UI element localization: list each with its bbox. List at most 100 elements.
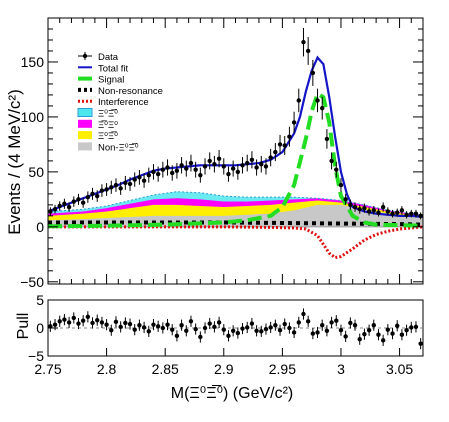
pull-point <box>315 326 320 339</box>
legend-item: Non-resonance <box>78 86 163 97</box>
data-point <box>99 184 105 197</box>
y-tick-label: 100 <box>21 109 45 125</box>
data-point <box>324 129 330 149</box>
pull-marker <box>198 334 203 340</box>
x-tick-label: 3 <box>337 361 345 377</box>
pull-marker <box>245 325 250 330</box>
pull-marker <box>109 328 114 333</box>
data-marker <box>95 193 100 199</box>
pull-marker <box>151 322 156 327</box>
data-marker <box>155 171 161 177</box>
data-marker <box>151 169 156 175</box>
pull-point <box>291 326 297 339</box>
pull-point <box>113 316 119 328</box>
legend-swatch <box>78 119 92 128</box>
data-point <box>268 148 273 167</box>
data-point <box>71 196 76 207</box>
pull-point <box>141 321 147 334</box>
data-marker <box>104 187 109 192</box>
data-point <box>80 197 86 208</box>
data-point <box>141 173 147 188</box>
data-marker <box>240 163 245 168</box>
pull-marker <box>188 319 194 324</box>
data-marker <box>320 105 325 111</box>
data-point <box>151 164 156 180</box>
pull-point <box>320 319 325 331</box>
pull-marker <box>76 321 81 326</box>
pull-marker <box>226 333 231 339</box>
pull-marker <box>179 323 184 328</box>
pull-marker <box>338 328 344 333</box>
data-point <box>357 204 362 214</box>
data-marker <box>141 178 147 183</box>
x-tick-label: 2.8 <box>97 361 117 377</box>
pull-marker <box>371 323 376 328</box>
data-marker <box>277 142 283 147</box>
pull-marker <box>62 317 67 322</box>
pull-marker <box>418 341 423 346</box>
data-point <box>48 207 53 216</box>
pull-point <box>277 324 283 336</box>
data-point <box>230 160 236 177</box>
pull-y-tick-label: 5 <box>36 292 44 308</box>
legend-label: Signal <box>98 75 124 86</box>
data-marker <box>99 188 105 193</box>
pull-point <box>409 321 414 334</box>
pull-point <box>80 315 86 327</box>
pull-point <box>235 327 241 339</box>
data-marker <box>113 182 119 188</box>
x-tick-label: 2.75 <box>34 361 61 377</box>
data-marker <box>207 158 212 164</box>
pull-point <box>352 319 358 331</box>
data-point <box>273 143 278 162</box>
pull-marker <box>221 327 226 332</box>
data-point <box>254 159 259 176</box>
pull-marker <box>348 320 353 326</box>
legend-item: Interference <box>78 97 149 108</box>
data-point <box>109 180 114 194</box>
pull-point <box>263 323 269 335</box>
data-marker <box>282 143 287 148</box>
data-marker <box>291 120 297 125</box>
legend-swatch <box>78 131 92 140</box>
data-point <box>277 134 283 154</box>
pull-point <box>132 324 137 336</box>
data-point <box>291 111 297 134</box>
pull-point <box>343 330 348 342</box>
data-point <box>329 152 334 170</box>
y-axis-label: Events / (4 MeV/c²) <box>5 89 24 234</box>
pull-marker <box>113 319 119 325</box>
x-tick-label: 3.05 <box>386 361 413 377</box>
pull-point <box>216 316 222 328</box>
data-marker <box>123 180 128 186</box>
data-point <box>170 165 175 181</box>
area-component-1-edge <box>47 191 424 216</box>
data-marker <box>376 210 381 215</box>
data-point <box>202 158 208 175</box>
legend-label: Non-resonance <box>98 86 163 97</box>
pull-point <box>385 324 391 336</box>
data-point <box>104 183 109 196</box>
data-marker <box>62 201 67 206</box>
pull-point <box>301 308 306 320</box>
data-point <box>235 164 241 180</box>
pull-point <box>198 331 203 343</box>
data-marker <box>226 171 231 177</box>
pull-marker <box>118 324 123 330</box>
pull-marker <box>52 322 58 327</box>
data-marker <box>413 211 419 216</box>
pull-marker <box>385 327 391 332</box>
data-point <box>66 202 72 212</box>
data-point <box>390 209 395 218</box>
data-marker <box>52 207 58 212</box>
pull-marker <box>320 323 325 328</box>
data-marker <box>202 164 208 169</box>
pull-marker <box>127 321 133 327</box>
data-marker <box>57 203 62 209</box>
pull-point <box>287 322 292 334</box>
pull-point <box>413 321 419 333</box>
data-marker <box>132 177 137 182</box>
data-marker <box>362 205 367 211</box>
data-marker <box>90 191 95 197</box>
pull-marker <box>216 320 222 325</box>
